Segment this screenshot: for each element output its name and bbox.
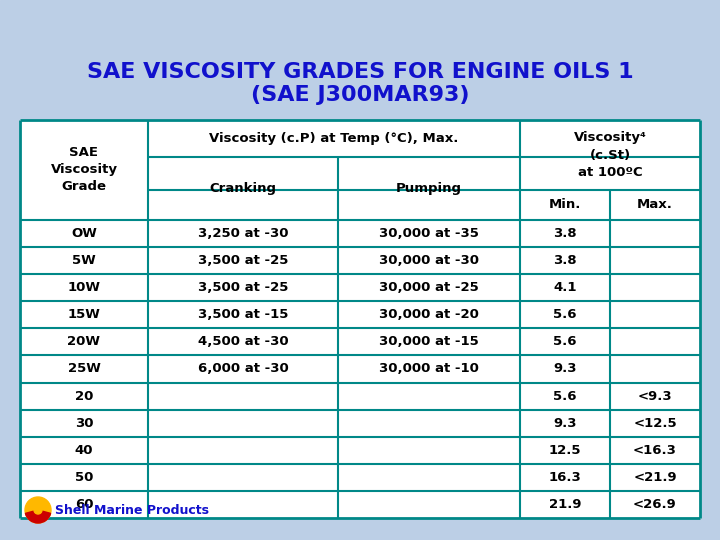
Text: 30,000 at -20: 30,000 at -20 xyxy=(379,308,479,321)
Text: 5.6: 5.6 xyxy=(553,389,577,403)
Text: 20W: 20W xyxy=(68,335,101,348)
Text: SAE
Viscosity
Grade: SAE Viscosity Grade xyxy=(50,146,117,193)
Text: 15W: 15W xyxy=(68,308,100,321)
Text: Viscosity⁴
(c.St)
at 100ºC: Viscosity⁴ (c.St) at 100ºC xyxy=(574,132,647,179)
Text: 3,500 at -25: 3,500 at -25 xyxy=(198,254,288,267)
Text: 30,000 at -25: 30,000 at -25 xyxy=(379,281,479,294)
Text: <12.5: <12.5 xyxy=(633,417,677,430)
Text: 3.8: 3.8 xyxy=(553,254,577,267)
Text: OW: OW xyxy=(71,227,97,240)
Circle shape xyxy=(34,506,42,514)
Text: SAE VISCOSITY GRADES FOR ENGINE OILS 1: SAE VISCOSITY GRADES FOR ENGINE OILS 1 xyxy=(86,62,634,82)
Text: 60: 60 xyxy=(75,498,94,511)
Text: 12.5: 12.5 xyxy=(549,444,581,457)
Text: Viscosity (c.P) at Temp (°C), Max.: Viscosity (c.P) at Temp (°C), Max. xyxy=(210,132,459,145)
Text: 40: 40 xyxy=(75,444,94,457)
Text: Max.: Max. xyxy=(637,199,673,212)
Bar xyxy=(20,120,700,518)
Text: 3.8: 3.8 xyxy=(553,227,577,240)
Text: <9.3: <9.3 xyxy=(638,389,672,403)
Text: 10W: 10W xyxy=(68,281,101,294)
Text: Pumping: Pumping xyxy=(396,182,462,195)
Text: 9.3: 9.3 xyxy=(553,417,577,430)
Text: 3,250 at -30: 3,250 at -30 xyxy=(198,227,288,240)
Text: <26.9: <26.9 xyxy=(633,498,677,511)
Text: 4.1: 4.1 xyxy=(553,281,577,294)
Text: Shell Marine Products: Shell Marine Products xyxy=(55,503,209,516)
Circle shape xyxy=(25,497,51,523)
Text: 3,500 at -15: 3,500 at -15 xyxy=(198,308,288,321)
Text: 50: 50 xyxy=(75,471,93,484)
Text: 21.9: 21.9 xyxy=(549,498,581,511)
Text: 30,000 at -30: 30,000 at -30 xyxy=(379,254,479,267)
Text: (SAE J300MAR93): (SAE J300MAR93) xyxy=(251,85,469,105)
Text: 9.3: 9.3 xyxy=(553,362,577,375)
Text: 30: 30 xyxy=(75,417,94,430)
Text: 6,000 at -30: 6,000 at -30 xyxy=(197,362,289,375)
Wedge shape xyxy=(25,510,50,523)
Text: 30,000 at -10: 30,000 at -10 xyxy=(379,362,479,375)
Text: Min.: Min. xyxy=(549,199,581,212)
Text: 25W: 25W xyxy=(68,362,100,375)
Text: <21.9: <21.9 xyxy=(633,471,677,484)
Text: 16.3: 16.3 xyxy=(549,471,581,484)
Text: 20: 20 xyxy=(75,389,93,403)
Text: 5W: 5W xyxy=(72,254,96,267)
Text: 4,500 at -30: 4,500 at -30 xyxy=(198,335,288,348)
Text: 30,000 at -15: 30,000 at -15 xyxy=(379,335,479,348)
Text: Cranking: Cranking xyxy=(210,182,276,195)
Text: <16.3: <16.3 xyxy=(633,444,677,457)
Text: 30,000 at -35: 30,000 at -35 xyxy=(379,227,479,240)
Text: 3,500 at -25: 3,500 at -25 xyxy=(198,281,288,294)
Text: 5.6: 5.6 xyxy=(553,308,577,321)
Text: 5.6: 5.6 xyxy=(553,335,577,348)
